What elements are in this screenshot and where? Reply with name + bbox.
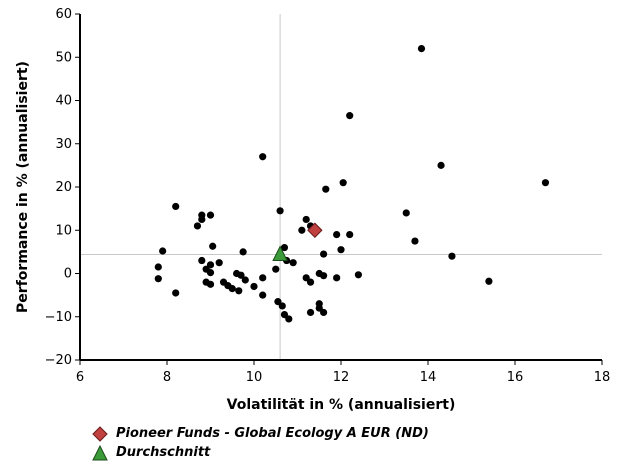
data-point: [250, 282, 258, 291]
data-point: [306, 308, 315, 317]
y-tick-label: 20: [55, 180, 72, 195]
data-point: [337, 246, 345, 254]
fund-marker: [307, 222, 323, 238]
data-point: [402, 209, 410, 217]
data-point: [198, 256, 206, 265]
data-point: [280, 243, 289, 252]
y-tick-label: 10: [55, 223, 72, 238]
data-point: [193, 222, 202, 230]
data-point: [339, 179, 347, 187]
data-point: [306, 278, 315, 286]
x-tick-label: 12: [333, 370, 350, 385]
diamond-marker-icon: [92, 425, 108, 442]
data-point: [320, 272, 328, 280]
data-point: [172, 202, 180, 211]
data-point: [322, 185, 330, 193]
data-point: [346, 230, 354, 239]
data-point: [302, 215, 310, 224]
y-axis-title: Performance in % (annualisiert): [15, 61, 31, 313]
data-point: [333, 274, 341, 282]
data-point: [154, 263, 162, 271]
data-points: [154, 45, 550, 323]
data-point: [289, 259, 297, 267]
data-point: [346, 112, 354, 120]
x-tick-label: 18: [594, 370, 611, 385]
y-tick-label: 60: [55, 7, 72, 22]
y-tick-label: −10: [45, 310, 72, 325]
reference-lines: [80, 14, 602, 360]
legend-item-average: Durchschnitt: [92, 443, 429, 462]
data-point: [206, 280, 215, 288]
data-point: [285, 315, 293, 323]
data-point: [237, 271, 245, 279]
average-marker: [272, 245, 288, 261]
data-point: [315, 300, 323, 308]
scatter-chart: −20 −10 0 10 20 30 40 50 60 6 8 10 12 14 16 18 Performa…: [15, 7, 611, 413]
data-point: [209, 242, 217, 250]
legend-label-fund: Pioneer Funds - Global Ecology A EUR (ND…: [116, 426, 429, 441]
data-point: [298, 226, 306, 234]
y-tick-label: 30: [55, 137, 72, 152]
data-point: [206, 269, 215, 277]
y-tick-label: 0: [64, 267, 72, 282]
data-point: [354, 271, 362, 279]
data-point: [154, 275, 162, 283]
x-tick-label: 10: [246, 370, 263, 385]
data-point: [239, 248, 247, 256]
x-tick-label: 8: [163, 370, 171, 385]
plot-axes: −20 −10 0 10 20 30 40 50 60 6 8 10 12 14 16 18: [45, 7, 611, 385]
legend: Pioneer Funds - Global Ecology A EUR (ND…: [92, 424, 429, 462]
legend-label-average: Durchschnitt: [116, 445, 211, 460]
data-point: [235, 287, 243, 295]
y-tick-label: −20: [45, 353, 72, 368]
data-point: [278, 302, 286, 310]
data-point: [320, 250, 328, 258]
data-point: [215, 259, 223, 267]
data-point: [272, 265, 280, 273]
data-point: [228, 285, 236, 293]
x-tick-label: 6: [76, 370, 84, 385]
data-point: [417, 45, 426, 53]
x-tick-label: 14: [420, 370, 437, 385]
data-point: [206, 261, 215, 269]
y-tick-label: 40: [55, 94, 72, 109]
data-point: [485, 277, 493, 285]
x-axis-title: Volatilität in % (annualisiert): [227, 397, 456, 413]
y-tick-label: 50: [55, 50, 72, 65]
data-point: [241, 276, 249, 284]
legend-item-fund: Pioneer Funds - Global Ecology A EUR (ND…: [92, 424, 429, 443]
triangle-marker-icon: [92, 444, 108, 460]
data-point: [172, 289, 180, 297]
data-point: [333, 230, 341, 239]
data-point: [259, 291, 267, 299]
data-point: [320, 308, 328, 317]
x-tick-label: 16: [507, 370, 524, 385]
data-point: [448, 252, 456, 260]
data-point: [437, 161, 445, 169]
data-point: [198, 211, 206, 219]
data-point: [259, 153, 267, 161]
data-point: [259, 274, 267, 282]
data-point: [411, 237, 419, 245]
data-point: [206, 211, 215, 219]
data-point: [541, 179, 550, 187]
data-point: [159, 247, 167, 255]
data-point: [276, 207, 284, 215]
